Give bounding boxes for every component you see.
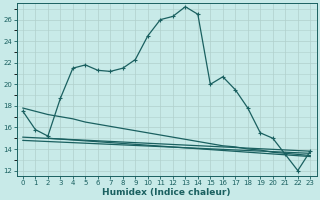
X-axis label: Humidex (Indice chaleur): Humidex (Indice chaleur)	[102, 188, 231, 197]
